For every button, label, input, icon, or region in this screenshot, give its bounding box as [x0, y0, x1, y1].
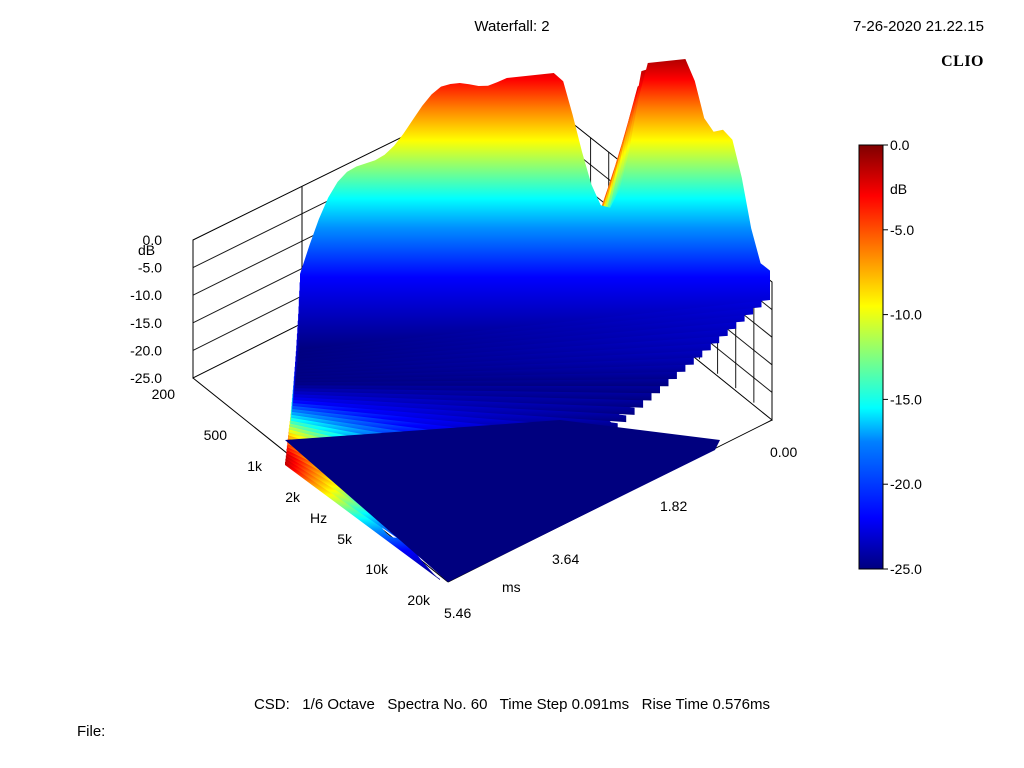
colorbar-gradient — [858, 144, 884, 570]
time-axis-label: ms — [502, 579, 521, 595]
colorbar-ticks: 0.0 -5.0 -10.0 -15.0 -20.0 -25.0 — [883, 137, 922, 577]
colorbar-tick-label: -10.0 — [890, 307, 922, 323]
freq-axis-label: Hz — [310, 510, 327, 526]
file-label: File: — [77, 723, 106, 740]
colorbar-tick-label: -25.0 — [890, 561, 922, 577]
timestamp: 7-26-2020 21.22.15 — [853, 18, 984, 35]
colorbar-tick-label: -15.0 — [890, 391, 922, 407]
colorbar-tick-label: 0.0 — [890, 137, 910, 153]
time-tick-label: 3.64 — [552, 551, 579, 567]
brand-logo-text: CLIO — [941, 53, 984, 70]
freq-tick-label: 2k — [285, 489, 301, 505]
chart-title: Waterfall: 2 — [474, 18, 550, 35]
colorbar: 0.0 -5.0 -10.0 -15.0 -20.0 -25.0 dB — [858, 137, 922, 577]
time-tick-label: 1.82 — [660, 498, 687, 514]
freq-tick-label: 200 — [152, 386, 176, 402]
freq-tick-label: 1k — [247, 458, 263, 474]
freq-tick-label: 500 — [204, 427, 228, 443]
freq-tick-label: 5k — [337, 531, 353, 547]
floor-surface — [285, 420, 720, 582]
z-tick-label: -15.0 — [130, 315, 162, 331]
freq-tick-label: 10k — [365, 561, 389, 577]
waterfall-surface — [285, 59, 770, 582]
z-tick-label: -25.0 — [130, 370, 162, 386]
z-tick-label: -5.0 — [138, 260, 162, 276]
spectrum-slice — [285, 461, 440, 580]
z-tick-label: 0.0 — [143, 232, 163, 248]
freq-axis-ticks: 200 500 1k 2k 5k 10k 20k — [152, 386, 431, 608]
freq-tick-label: 20k — [407, 592, 431, 608]
z-axis-label: dB — [138, 242, 155, 258]
time-tick-label: 0.00 — [770, 444, 797, 460]
time-tick-label: 5.46 — [444, 605, 471, 621]
z-tick-label: -10.0 — [130, 287, 162, 303]
z-axis-ticks: 0.0 -5.0 -10.0 -15.0 -20.0 -25.0 — [130, 232, 162, 386]
spectrum-slice — [300, 59, 770, 350]
csd-info: CSD: 1/6 Octave Spectra No. 60 Time Step… — [253, 696, 771, 713]
z-tick-label: -20.0 — [130, 342, 162, 358]
colorbar-tick-label: -20.0 — [890, 476, 922, 492]
colorbar-label: dB — [890, 181, 907, 197]
time-axis-ticks: 0.00 1.82 3.64 5.46 — [444, 444, 797, 621]
colorbar-tick-label: -5.0 — [890, 222, 914, 238]
